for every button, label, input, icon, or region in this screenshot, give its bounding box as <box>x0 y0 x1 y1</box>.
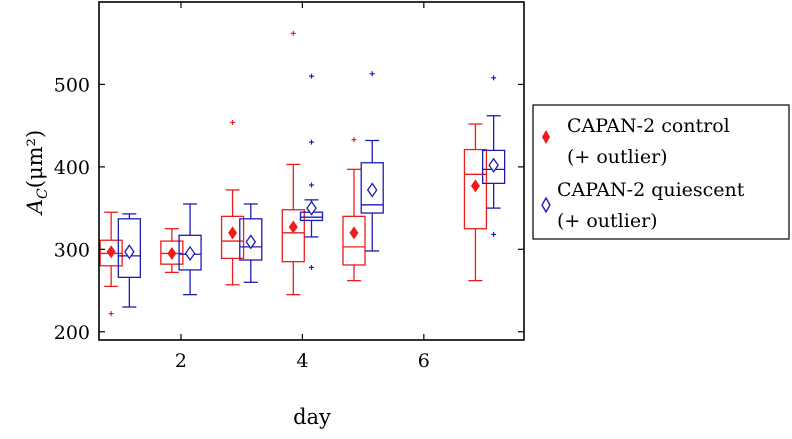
legend-control-label: CAPAN-2 control <box>567 115 730 137</box>
legend-quiescent-label: CAPAN-2 quiescent <box>557 179 745 201</box>
y-axis-label-sub: C <box>35 188 51 199</box>
y-tick-label: 400 <box>54 157 90 179</box>
mean-marker <box>124 244 135 260</box>
y-axis-label-unit: (μm²) <box>23 130 47 188</box>
plot-frame <box>98 1 525 341</box>
mean-marker <box>470 179 480 193</box>
x-tick-label: 2 <box>175 350 187 372</box>
mean-marker <box>228 226 238 240</box>
mean-marker <box>488 157 499 173</box>
x-axis-label: day <box>293 405 331 429</box>
legend-quiescent-note: (+ outlier) <box>557 210 658 232</box>
legend-quiescent-marker <box>541 196 551 214</box>
box <box>178 234 202 271</box>
legend-frame <box>532 104 790 240</box>
axis-ticks: 2 4 6 200 300 400 500 <box>54 2 524 372</box>
legend-control-marker <box>542 130 550 144</box>
box <box>281 209 305 263</box>
y-axis-label-main: A <box>23 199 47 216</box>
box <box>117 218 142 278</box>
mean-marker <box>106 245 116 259</box>
mean-marker <box>167 246 177 260</box>
box <box>220 215 245 260</box>
x-tick-label: 4 <box>296 350 308 372</box>
mean-marker <box>288 220 298 234</box>
legend: CAPAN-2 control (+ outlier) CAPAN-2 quie… <box>532 104 790 240</box>
mean-marker <box>184 245 196 262</box>
mean-marker <box>306 200 317 216</box>
legend-control-note: (+ outlier) <box>567 146 668 168</box>
mean-marker <box>245 234 257 250</box>
plot-content <box>99 30 506 317</box>
mean-marker <box>349 226 359 240</box>
box <box>481 149 506 185</box>
x-tick-label: 6 <box>418 350 430 372</box>
box <box>342 215 366 266</box>
box <box>160 240 184 265</box>
y-tick-label: 200 <box>54 322 90 344</box>
y-axis-label: AC(μm²) <box>23 130 51 216</box>
box <box>239 218 263 261</box>
box <box>463 148 488 230</box>
mean-marker <box>366 182 378 198</box>
y-tick-label: 500 <box>54 74 90 96</box>
box <box>360 162 384 214</box>
y-tick-label: 300 <box>54 239 90 261</box>
